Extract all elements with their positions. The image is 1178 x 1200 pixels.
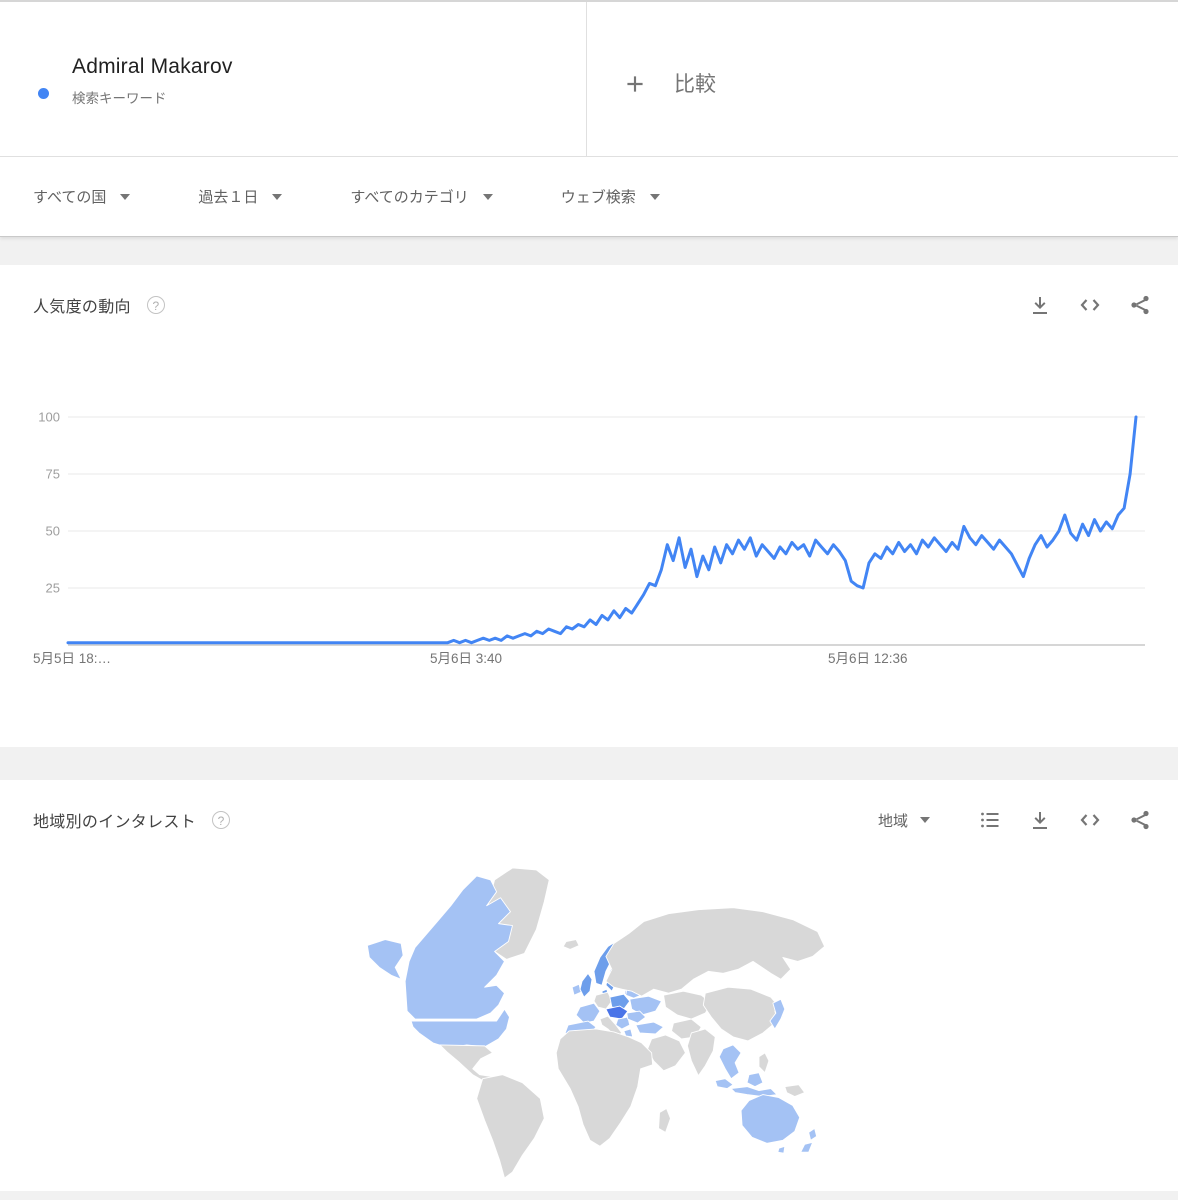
filter-category-label: すべてのカテゴリ — [350, 189, 469, 206]
search-term-card: Admiral Makarov 検索キーワード — [0, 2, 587, 156]
map-region-russia[interactable] — [605, 907, 826, 997]
filter-country-label: すべての国 — [33, 189, 107, 206]
trend-line-chart[interactable]: 25 50 75 100 5月5日 18:… 5月6日 3:40 5月6日 12:36 — [0, 345, 1178, 675]
filter-time-range[interactable]: 過去１日 — [198, 186, 283, 207]
map-region-ukraine[interactable] — [629, 995, 663, 1016]
help-icon[interactable]: ? — [212, 811, 231, 829]
svg-text:75: 75 — [46, 467, 60, 482]
map-region-canada[interactable] — [404, 875, 513, 1020]
map-region-thailand-vietnam[interactable] — [718, 1044, 742, 1080]
filter-search-type[interactable]: ウェブ検索 — [561, 186, 660, 207]
filter-search-type-label: ウェブ検索 — [560, 189, 636, 206]
map-region-china[interactable] — [702, 986, 782, 1042]
map-region-central-europe[interactable] — [605, 1005, 629, 1020]
svg-text:5月6日 3:40: 5月6日 3:40 — [430, 651, 502, 666]
map-region-malaysia[interactable] — [714, 1078, 734, 1090]
map-region-greece[interactable] — [623, 1028, 634, 1038]
chevron-down-icon — [272, 193, 283, 200]
map-region-uk[interactable] — [579, 972, 593, 998]
map-region-philippines[interactable] — [758, 1052, 770, 1074]
help-icon[interactable]: ? — [146, 296, 165, 314]
map-region-ireland[interactable] — [571, 983, 582, 996]
chevron-down-icon — [649, 193, 660, 200]
map-region-arabia[interactable] — [647, 1034, 686, 1072]
map-region-balkans[interactable] — [615, 1016, 631, 1030]
filter-time-range-label: 過去１日 — [198, 189, 259, 206]
map-region-india[interactable] — [686, 1028, 716, 1077]
map-region-new-zealand[interactable] — [800, 1127, 818, 1153]
map-region-japan[interactable] — [769, 998, 786, 1030]
map-region-romania[interactable] — [626, 1010, 647, 1024]
download-icon[interactable] — [1028, 808, 1052, 832]
map-region-png[interactable] — [784, 1084, 806, 1098]
interest-over-time-card: 人気度の動向 ? 25 50 75 100 5月5日 18:… 5月6日 3:40 5月6日… — [0, 265, 1178, 747]
map-region-kazakhstan[interactable] — [663, 990, 712, 1020]
map-region-madagascar[interactable] — [658, 1108, 671, 1133]
chevron-down-icon — [120, 193, 131, 200]
interest-by-region-title: 地域別のインタレスト — [33, 814, 197, 831]
plus-icon — [622, 71, 646, 95]
svg-text:5月6日 12:36: 5月6日 12:36 — [828, 651, 908, 666]
map-region-turkey[interactable] — [635, 1021, 664, 1035]
search-term-title: Admiral Makarov — [72, 55, 233, 78]
download-icon[interactable] — [1028, 293, 1052, 317]
map-region-poland[interactable] — [609, 993, 631, 1010]
map-region-south-america[interactable] — [476, 1074, 545, 1179]
filter-bar: すべての国 過去１日 すべてのカテゴリ ウェブ検索 — [0, 157, 1178, 237]
chevron-down-icon — [482, 193, 493, 200]
list-view-icon[interactable] — [978, 808, 1002, 832]
map-region-iceland[interactable] — [562, 939, 580, 950]
map-region-mexico[interactable] — [439, 1044, 498, 1084]
svg-text:25: 25 — [46, 581, 60, 596]
map-regions — [366, 867, 826, 1179]
region-level-dropdown[interactable]: 地域 — [878, 810, 930, 831]
region-dropdown-label: 地域 — [877, 812, 908, 830]
map-region-indonesia[interactable] — [730, 1086, 778, 1098]
compare-label: 比較 — [674, 73, 716, 96]
map-region-borneo[interactable] — [746, 1072, 764, 1088]
map-region-france[interactable] — [575, 1002, 601, 1024]
filter-country[interactable]: すべての国 — [33, 186, 131, 207]
embed-icon[interactable] — [1078, 293, 1102, 317]
share-icon[interactable] — [1128, 293, 1152, 317]
map-region-africa[interactable] — [555, 1028, 654, 1147]
search-terms-header: Admiral Makarov 検索キーワード 比較 — [0, 0, 1178, 157]
filter-category[interactable]: すべてのカテゴリ — [350, 186, 493, 207]
interest-by-region-card: 地域別のインタレスト ? 地域 — [0, 780, 1178, 1191]
share-icon[interactable] — [1128, 808, 1152, 832]
search-term-type-label: 検索キーワード — [72, 91, 167, 106]
map-region-alaska[interactable] — [366, 939, 404, 980]
svg-text:100: 100 — [38, 410, 60, 425]
series-color-dot — [38, 88, 49, 99]
chevron-down-icon — [920, 817, 930, 823]
interest-over-time-title: 人気度の動向 — [33, 299, 131, 316]
add-comparison-button[interactable]: 比較 — [587, 2, 1178, 156]
embed-icon[interactable] — [1078, 808, 1102, 832]
world-map[interactable] — [344, 862, 834, 1190]
map-region-australia[interactable] — [740, 1094, 801, 1144]
map-region-tasmania[interactable] — [777, 1145, 786, 1154]
svg-text:50: 50 — [46, 524, 60, 539]
svg-text:5月5日 18:…: 5月5日 18:… — [33, 651, 111, 666]
